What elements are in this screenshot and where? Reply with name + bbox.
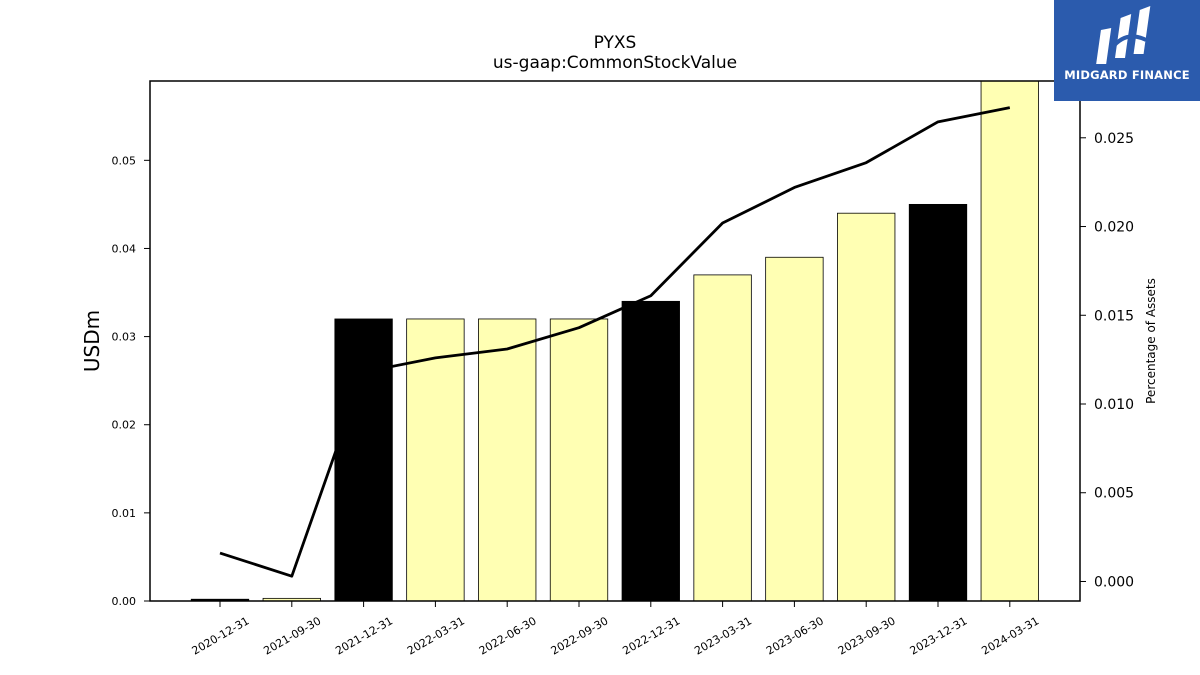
bar-2022-03-31 <box>406 318 465 602</box>
left-tick-label: 0.02 <box>112 419 137 432</box>
bar-2021-12-31 <box>334 318 393 602</box>
chart-subtitle: us-gaap:CommonStockValue <box>493 53 737 73</box>
bar-series <box>190 80 1039 602</box>
right-tick-label: 0.000 <box>1094 574 1134 590</box>
x-tick-label: 2022-06-30 <box>477 614 539 657</box>
x-tick-label: 2022-09-30 <box>549 614 611 657</box>
x-tick-label: 2021-12-31 <box>333 614 395 657</box>
right-tick-label: 0.010 <box>1094 397 1134 413</box>
y2-axis-label: Percentage of Assets <box>1144 278 1158 404</box>
left-tick-label: 0.01 <box>112 507 137 520</box>
x-tick-label: 2022-12-31 <box>620 614 682 657</box>
line-series <box>219 106 1011 578</box>
bar-2022-06-30 <box>478 318 537 602</box>
x-tick-label: 2023-12-31 <box>908 614 970 657</box>
chart-title: PYXS <box>594 33 637 53</box>
x-tick-label: 2021-09-30 <box>261 614 323 657</box>
left-tick-label: 0.04 <box>112 242 137 255</box>
x-tick-label: 2023-06-30 <box>764 614 826 657</box>
bar-2023-06-30 <box>765 256 824 602</box>
left-tick-label: 0.05 <box>112 154 137 167</box>
bar-2023-09-30 <box>837 212 896 602</box>
bar-2024-03-31 <box>980 80 1039 602</box>
right-axis-ticks: 0.000 0.005 0.010 0.015 0.020 0.025 <box>1080 131 1134 590</box>
x-tick-label: 2020-12-31 <box>190 614 252 657</box>
x-tick-label: 2023-09-30 <box>836 614 898 657</box>
right-tick-label: 0.020 <box>1094 220 1134 236</box>
brand-logo: MIDGARD FINANCE <box>1054 0 1200 101</box>
brand-name: MIDGARD FINANCE <box>1064 68 1190 82</box>
percentage-of-assets-line <box>219 106 1011 578</box>
x-tick-label: 2024-03-31 <box>979 614 1041 657</box>
bar-2023-12-31 <box>908 203 968 602</box>
bar-2023-03-31 <box>693 274 752 602</box>
bar-2022-09-30 <box>549 318 609 602</box>
right-tick-label: 0.015 <box>1094 308 1134 324</box>
left-axis-ticks: 0.00 0.01 0.02 0.03 0.04 0.05 <box>112 154 150 608</box>
y-axis-label: USDm <box>80 310 104 372</box>
right-tick-label: 0.005 <box>1094 486 1134 502</box>
x-axis-ticks: 2020-12-31 2021-09-30 2021-12-31 2022-03-31… <box>190 601 1041 658</box>
right-tick-label: 0.025 <box>1094 131 1134 147</box>
x-tick-label: 2023-03-31 <box>692 614 754 657</box>
midgard-logo-icon <box>1096 6 1151 64</box>
x-tick-label: 2022-03-31 <box>405 614 467 657</box>
bar-2022-12-31 <box>621 300 680 602</box>
left-tick-label: 0.03 <box>112 331 137 344</box>
plot-frame <box>149 80 1081 602</box>
left-tick-label: 0.00 <box>112 595 137 608</box>
